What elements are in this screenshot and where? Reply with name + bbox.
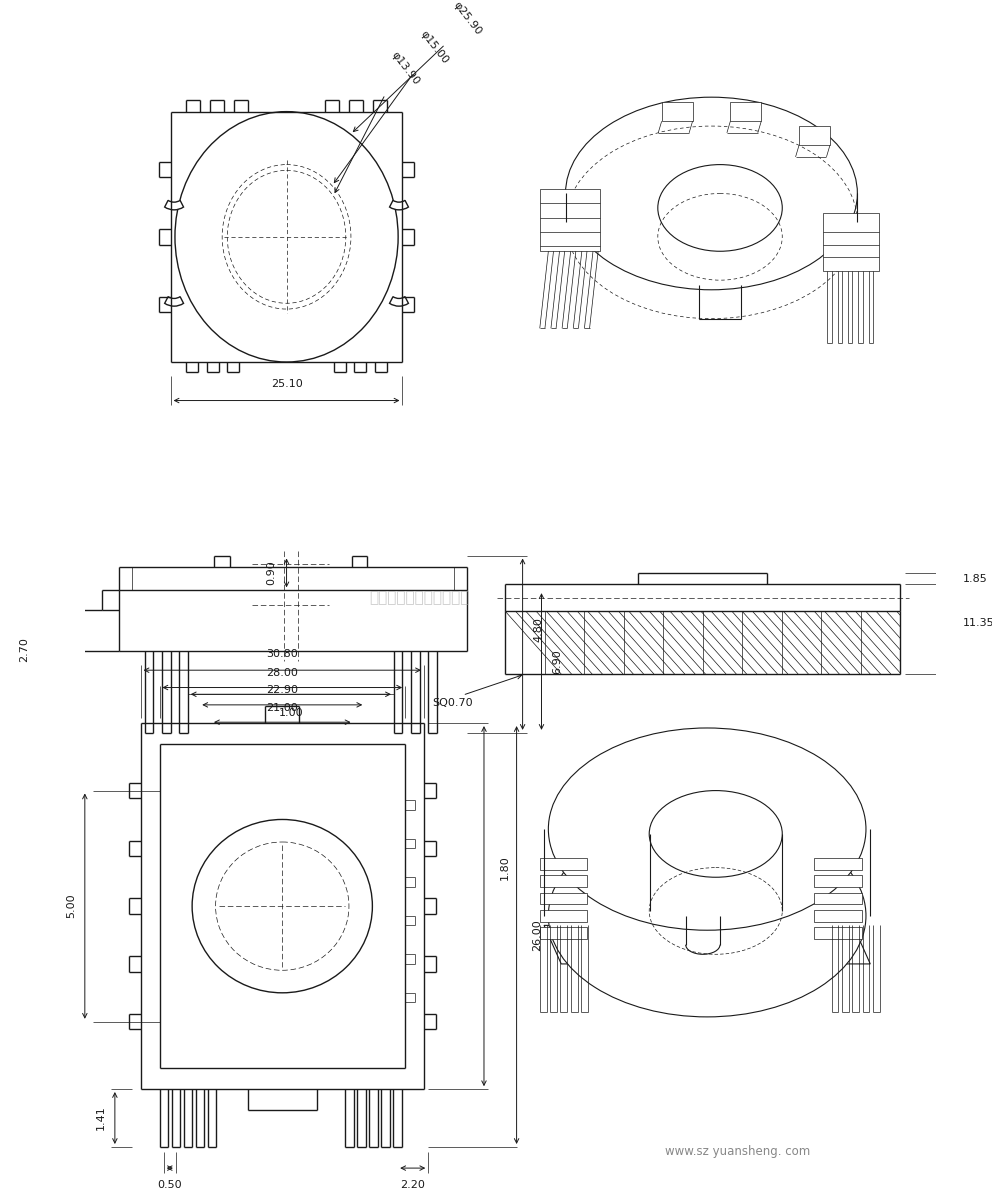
Bar bbox=[540, 858, 587, 869]
Text: φ15.00: φ15.00 bbox=[419, 29, 450, 66]
Text: 22.90: 22.90 bbox=[266, 685, 299, 696]
Text: 5.00: 5.00 bbox=[66, 893, 76, 918]
Bar bbox=[662, 102, 692, 121]
Text: 2.20: 2.20 bbox=[401, 1179, 426, 1190]
Text: SQ0.70: SQ0.70 bbox=[433, 698, 473, 709]
Text: 1.80: 1.80 bbox=[499, 855, 510, 880]
Bar bbox=[814, 858, 862, 869]
Bar bbox=[814, 893, 862, 904]
Polygon shape bbox=[544, 925, 870, 964]
Text: φ13.90: φ13.90 bbox=[390, 50, 422, 87]
Text: 1.41: 1.41 bbox=[96, 1105, 106, 1130]
Text: 30.80: 30.80 bbox=[267, 649, 299, 659]
Bar bbox=[540, 910, 587, 922]
Text: 深圳市源升塑胶有限公司: 深圳市源升塑胶有限公司 bbox=[369, 591, 470, 605]
Text: 25.10: 25.10 bbox=[271, 379, 303, 389]
Bar bbox=[540, 893, 587, 904]
Wedge shape bbox=[390, 200, 409, 210]
Wedge shape bbox=[165, 297, 184, 306]
Text: 0.50: 0.50 bbox=[158, 1179, 183, 1190]
Wedge shape bbox=[165, 200, 184, 210]
Bar bbox=[540, 875, 587, 887]
Ellipse shape bbox=[549, 815, 866, 1017]
Ellipse shape bbox=[649, 791, 783, 878]
Bar bbox=[814, 928, 862, 939]
Text: 0.90: 0.90 bbox=[266, 561, 276, 585]
Bar bbox=[799, 126, 830, 145]
Text: 2.70: 2.70 bbox=[19, 637, 29, 662]
Wedge shape bbox=[390, 297, 409, 306]
Text: 28.00: 28.00 bbox=[266, 668, 299, 678]
Polygon shape bbox=[823, 213, 879, 270]
Text: 4.70: 4.70 bbox=[0, 631, 1, 656]
Text: 4.80: 4.80 bbox=[533, 617, 543, 642]
Text: 1.85: 1.85 bbox=[963, 574, 988, 584]
Text: 11.35: 11.35 bbox=[963, 618, 992, 628]
Text: 21.00: 21.00 bbox=[267, 703, 299, 712]
Text: 1.00: 1.00 bbox=[279, 707, 304, 718]
Text: φ25.90: φ25.90 bbox=[451, 0, 483, 37]
Text: 6.90: 6.90 bbox=[552, 649, 561, 674]
Text: 26.00: 26.00 bbox=[532, 919, 542, 950]
Bar bbox=[540, 928, 587, 939]
Ellipse shape bbox=[549, 728, 866, 930]
Bar bbox=[814, 875, 862, 887]
Bar bbox=[814, 910, 862, 922]
Polygon shape bbox=[540, 188, 600, 251]
Text: www.sz yuansheng. com: www.sz yuansheng. com bbox=[665, 1146, 809, 1158]
Bar bbox=[730, 102, 761, 121]
